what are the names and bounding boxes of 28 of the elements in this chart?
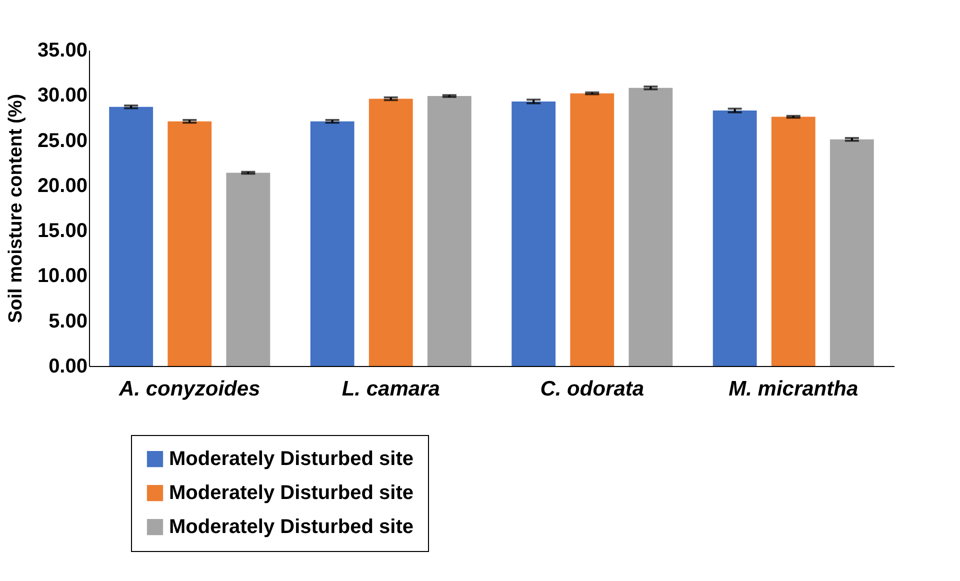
- bar: [310, 121, 354, 366]
- bar: [368, 98, 413, 366]
- bar: [830, 139, 874, 366]
- bar: [226, 172, 270, 366]
- x-tick-label: A. conyzoides: [118, 378, 260, 400]
- bar: [109, 106, 154, 366]
- y-tick-label: 15.00: [37, 220, 88, 242]
- legend-label: Moderately Disturbed site: [169, 448, 414, 470]
- y-tick-label: 30.00: [37, 84, 88, 107]
- y-tick-label: 5.00: [48, 310, 88, 332]
- y-tick-label: 0.00: [48, 356, 88, 378]
- y-tick-label: 25.00: [37, 130, 88, 152]
- y-tick-label: 20.00: [37, 174, 88, 197]
- y-axis-title: Soil moisture content (%): [5, 94, 26, 324]
- y-tick-label: 10.00: [37, 265, 88, 288]
- bar: [712, 110, 757, 366]
- legend-label: Moderately Disturbed site: [169, 516, 414, 538]
- legend-label: Moderately Disturbed site: [169, 482, 414, 504]
- x-tick-label: M. micrantha: [728, 378, 858, 400]
- bar: [628, 88, 673, 366]
- bar: [427, 96, 472, 366]
- y-tick-label: 35.00: [37, 40, 88, 62]
- bar: [570, 93, 614, 366]
- x-tick-label: L. camara: [342, 378, 440, 400]
- bar: [771, 116, 816, 366]
- bar: [168, 121, 212, 366]
- x-tick-label: C. odorata: [540, 378, 644, 400]
- bar: [512, 101, 556, 366]
